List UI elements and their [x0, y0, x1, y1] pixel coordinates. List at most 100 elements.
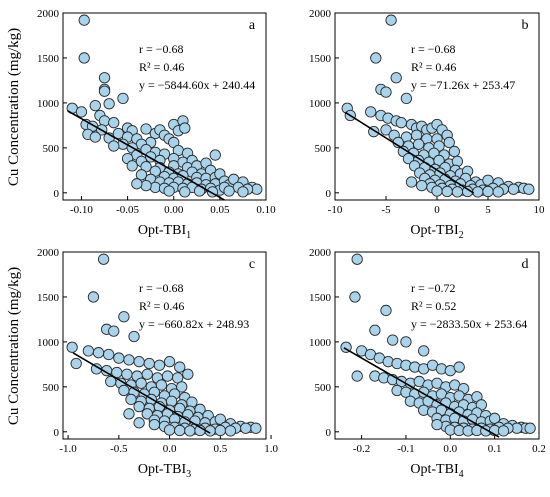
- data-point: [351, 253, 363, 265]
- data-point: [143, 357, 155, 370]
- data-point: [179, 122, 191, 134]
- data-point: [482, 174, 494, 186]
- data-point: [182, 368, 194, 380]
- data-point: [131, 178, 143, 190]
- stat-line: y = −71.26x + 253.47: [411, 78, 515, 92]
- stat-line: R² = 0.46: [411, 60, 456, 74]
- data-point: [497, 425, 510, 437]
- data-point: [87, 291, 100, 303]
- panel-d: -0.2 -0.1 0.0 0.1 0.2 0 500 1000 1500 2000 d r = −0…: [309, 247, 546, 480]
- stat-line: y = −5844.60x + 240.44: [139, 78, 255, 92]
- stat-line: r = −0.68: [139, 42, 184, 56]
- data-point: [148, 418, 161, 431]
- y-tick-label: 2000: [309, 247, 332, 259]
- stat-line: r = −0.72: [411, 281, 456, 295]
- panel-letter: b: [522, 18, 529, 33]
- y-tick-label: 1500: [309, 292, 332, 304]
- data-point: [161, 370, 174, 382]
- data-point: [482, 185, 494, 198]
- data-point: [133, 417, 145, 429]
- data-point: [179, 186, 191, 198]
- stat-line: r = −0.68: [411, 42, 456, 56]
- data-point: [118, 384, 130, 397]
- data-point: [66, 341, 78, 353]
- data-point: [103, 98, 115, 110]
- data-point: [412, 138, 425, 150]
- data-point: [140, 123, 152, 135]
- data-point: [125, 393, 137, 406]
- y-tick-label: 1500: [37, 292, 60, 304]
- regression-line: [344, 111, 475, 194]
- data-point: [385, 14, 397, 26]
- data-point: [174, 361, 186, 373]
- data-point: [214, 413, 226, 425]
- x-axis-label-subscript: 1: [186, 230, 191, 241]
- data-point: [250, 422, 262, 434]
- data-point: [163, 185, 175, 197]
- x-tick-label: 0.10: [256, 204, 276, 216]
- data-point: [153, 359, 166, 371]
- data-point: [418, 345, 430, 357]
- panel-b: -10 -5 0 5 10 0 500 1000 1500 2000 b r = −0.68 R² = …: [309, 8, 545, 241]
- data-point: [405, 176, 418, 188]
- data-point: [103, 348, 115, 361]
- x-axis-label: Opt-TBI2: [410, 223, 463, 241]
- data-point: [108, 117, 120, 129]
- y-tick-label: 1000: [309, 337, 332, 349]
- data-point: [78, 14, 90, 26]
- y-tick-label: 0: [326, 427, 332, 439]
- data-point: [369, 324, 381, 336]
- x-tick-label: -10: [328, 204, 343, 216]
- data-point: [380, 124, 392, 136]
- x-tick-label: 0.00: [164, 204, 184, 216]
- data-point: [184, 425, 196, 437]
- panel-a: -0.10 -0.05 0.00 0.05 0.10 0 500 1000 1500 2000 a r…: [37, 8, 276, 241]
- panel-letter: c: [249, 257, 255, 272]
- stat-line: R² = 0.46: [139, 60, 184, 74]
- data-point: [149, 181, 161, 194]
- panel-letter: a: [249, 18, 256, 33]
- regression-line: [72, 352, 211, 434]
- x-axis-label: Opt-TBI3: [138, 462, 191, 480]
- data-point: [126, 160, 138, 172]
- y-tick-label: 1000: [37, 98, 60, 110]
- panel-c: -1.0 -0.5 0.0 0.5 1.0 0 500 1000 1500 2000 c r = −0…: [37, 247, 278, 480]
- data-point: [135, 169, 148, 181]
- data-point: [523, 183, 535, 195]
- data-point: [70, 357, 82, 370]
- x-axis-label-subscript: 4: [459, 469, 464, 480]
- data-point: [441, 185, 453, 198]
- x-tick-label: 0.05: [210, 204, 230, 216]
- data-point: [135, 377, 147, 389]
- data-point: [224, 425, 237, 437]
- x-axis-label-text: Opt-TBI: [410, 223, 459, 238]
- data-point: [380, 86, 392, 98]
- y-tick-label: 2000: [37, 8, 60, 20]
- x-tick-label: 1.0: [264, 443, 278, 455]
- x-tick-label: -0.5: [110, 443, 128, 455]
- data-point: [163, 424, 176, 436]
- y-tick-label: 500: [43, 382, 60, 394]
- data-point: [492, 186, 504, 198]
- y-tick-label: 500: [43, 143, 60, 155]
- x-tick-label: 10: [534, 204, 546, 216]
- data-point: [453, 361, 465, 373]
- data-point: [133, 356, 145, 368]
- data-point: [240, 422, 252, 434]
- y-tick-label: 2000: [309, 8, 332, 20]
- data-point: [121, 368, 133, 380]
- y-tick-label: 500: [315, 143, 332, 155]
- data-point: [472, 186, 484, 198]
- data-point: [507, 183, 520, 195]
- x-axis-label-text: Opt-TBI: [410, 462, 459, 477]
- data-point: [214, 424, 226, 437]
- x-tick-label: -0.10: [70, 204, 93, 216]
- data-point: [387, 334, 399, 346]
- stat-line: R² = 0.46: [139, 299, 184, 313]
- data-point: [98, 85, 111, 97]
- data-point: [223, 185, 235, 197]
- data-point: [524, 422, 536, 434]
- data-point: [113, 352, 125, 364]
- data-point: [141, 368, 153, 380]
